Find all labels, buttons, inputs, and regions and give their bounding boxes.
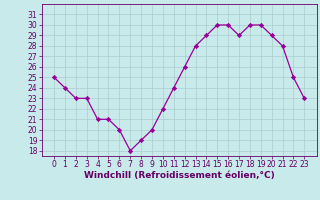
X-axis label: Windchill (Refroidissement éolien,°C): Windchill (Refroidissement éolien,°C) — [84, 171, 275, 180]
